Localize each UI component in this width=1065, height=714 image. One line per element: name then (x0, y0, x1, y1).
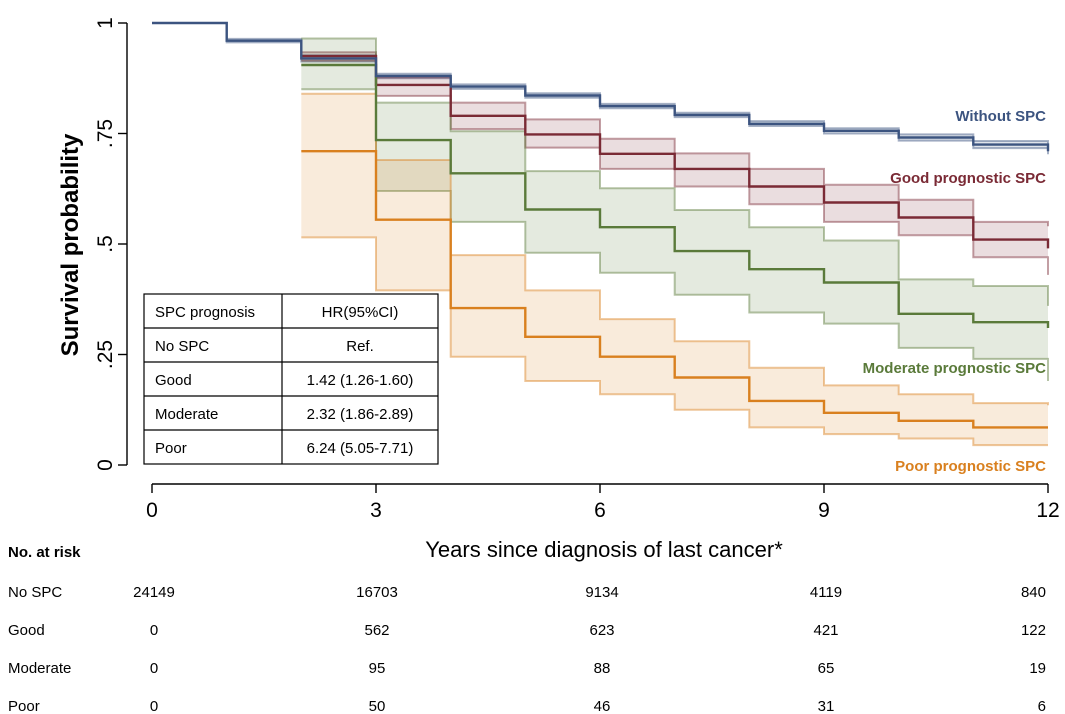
moderate-prognostic-spc-ci-lower (301, 88, 1049, 381)
series-labels: Without SPC Good prognostic SPC Moderate p… (863, 108, 1047, 475)
risk-table: No. at risk No SPC 24149 16703 9134 4119 840 Go… (8, 544, 1046, 714)
x-ticks: 0 3 6 9 12 (146, 484, 1060, 522)
x-tick-label: 6 (594, 499, 606, 522)
survival-curves (152, 21, 1050, 429)
risk-table-value: 0 (150, 698, 158, 714)
without-spc-ci-lower (152, 22, 1049, 155)
hr-table-value: 2.32 (1.86-2.89) (307, 406, 414, 423)
risk-table-row-label: No SPC (8, 584, 62, 601)
hr-table-group: No SPC (155, 338, 209, 355)
moderate-prognostic-spc-label: Moderate prognostic SPC (863, 360, 1047, 377)
risk-table-value: 623 (589, 622, 614, 639)
x-axis-label: Years since diagnosis of last cancer* (425, 537, 783, 562)
hr-table-value: 6.24 (5.05-7.71) (307, 440, 414, 457)
without-spc-label: Without SPC (955, 108, 1046, 125)
risk-table-value: 65 (818, 660, 835, 677)
risk-table-value: 4119 (810, 584, 842, 601)
y-tick-label: 0 (94, 459, 117, 471)
risk-table-value: 562 (364, 622, 389, 639)
risk-table-value: 24149 (133, 584, 175, 601)
risk-table-value: 19 (1029, 660, 1046, 677)
risk-table-value: 31 (818, 698, 835, 714)
hr-table-group: Good (155, 372, 192, 389)
moderate-prognostic-spc-ci-band (301, 38, 1048, 381)
risk-table-value: 95 (369, 660, 386, 677)
risk-table-value: 88 (594, 660, 611, 677)
x-tick-label: 12 (1036, 499, 1059, 522)
risk-table-value: 9134 (585, 584, 618, 601)
risk-table-title: No. at risk (8, 544, 81, 561)
risk-table-row-label: Good (8, 622, 45, 639)
hr-table-value: 1.42 (1.26-1.60) (307, 372, 414, 389)
good-prognostic-spc-label: Good prognostic SPC (890, 170, 1046, 187)
risk-table-value: 0 (150, 660, 158, 677)
hr-table-header: HR(95%CI) (322, 304, 399, 321)
hr-table-value: Ref. (346, 338, 374, 355)
x-tick-label: 0 (146, 499, 158, 522)
poor-prognostic-spc-label: Poor prognostic SPC (895, 458, 1046, 475)
hr-table: SPC prognosis HR(95%CI) No SPC Ref. Good 1.42… (143, 293, 439, 465)
x-tick-label: 3 (370, 499, 382, 522)
poor-prognostic-spc-curve (301, 150, 1048, 429)
risk-table-row-label: Moderate (8, 660, 71, 677)
y-tick-label: .5 (94, 235, 117, 253)
y-tick-label: .25 (94, 340, 117, 369)
risk-table-row-label: Poor (8, 698, 40, 714)
moderate-prognostic-spc-curve (301, 63, 1050, 328)
good-prognostic-spc-curve (301, 54, 1050, 249)
risk-table-value: 6 (1038, 698, 1046, 714)
y-tick-label: .75 (94, 119, 117, 148)
without-spc-curve (152, 21, 1050, 152)
risk-table-value: 840 (1021, 584, 1046, 601)
risk-table-value: 0 (150, 622, 158, 639)
risk-table-value: 16703 (356, 584, 398, 601)
risk-table-value: 46 (594, 698, 611, 714)
hr-table-header: SPC prognosis (155, 304, 255, 321)
hr-table-group: Moderate (155, 406, 218, 423)
x-tick-label: 9 (818, 499, 830, 522)
poor-prognostic-spc-ci-upper (301, 92, 1049, 406)
hr-table-frame (143, 293, 439, 465)
risk-table-value: 50 (369, 698, 386, 714)
y-axis-label: Survival probability (57, 133, 84, 356)
risk-table-value: 122 (1021, 622, 1046, 639)
y-ticks: 0 .25 .5 .75 1 (94, 17, 127, 471)
hr-table-group: Poor (155, 440, 187, 457)
y-tick-label: 1 (94, 17, 117, 29)
risk-table-value: 421 (813, 622, 838, 639)
